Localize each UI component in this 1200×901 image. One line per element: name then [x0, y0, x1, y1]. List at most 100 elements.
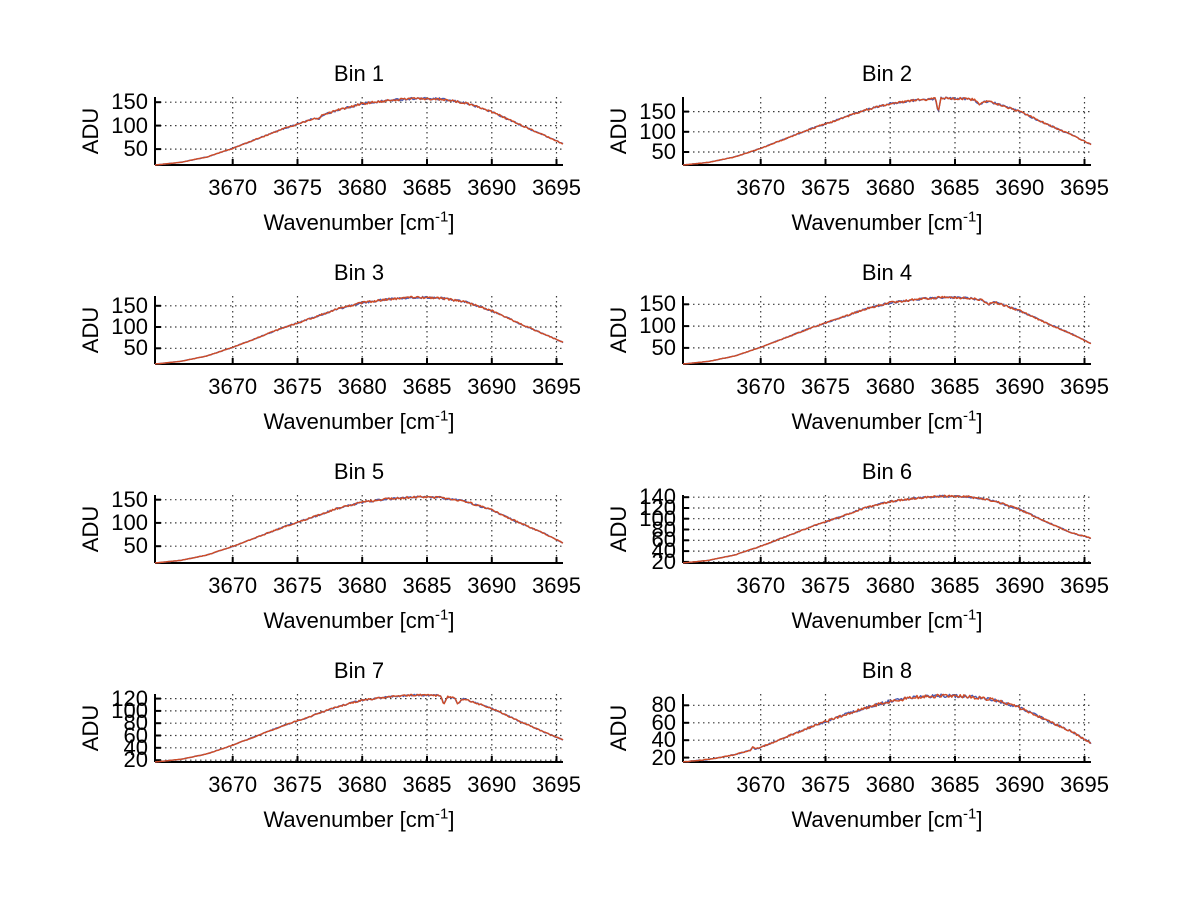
subplot-bin-2: Bin 2 ADU Wavenumber [cm-1] 3670 3675 3680… [588, 60, 1128, 259]
x-tick-label: 3695 [532, 573, 581, 598]
y-tick-label: 60 [651, 709, 676, 735]
plot-area [154, 96, 564, 166]
x-tick-label: 3685 [402, 374, 452, 399]
x-axis-label-close: ] [448, 210, 455, 235]
series-blue [154, 96, 564, 166]
y-tick-label: 80 [651, 516, 676, 542]
x-axis-label-text: Wavenumber [cm [791, 409, 964, 434]
x-tick-label: 3685 [930, 772, 980, 797]
x-axis-label-exponent: -1 [963, 805, 977, 823]
x-tick-label: 3695 [532, 374, 581, 399]
x-axis-label-text: Wavenumber [cm [791, 807, 964, 832]
x-tick-label: 3690 [467, 573, 517, 598]
x-tick-label: 3670 [736, 573, 786, 598]
x-tick-label: 3685 [930, 374, 980, 399]
series-blue [682, 295, 1092, 365]
subplot-title: Bin 8 [861, 658, 913, 683]
series-orange [154, 495, 564, 564]
subplot-title: Bin 2 [861, 61, 913, 86]
x-tick-label: 3685 [402, 772, 452, 797]
plot-area [682, 96, 1092, 166]
x-axis-label-close: ] [448, 409, 455, 434]
x-tick-label: 3680 [337, 374, 387, 399]
x-axis-label-text: Wavenumber [cm [263, 807, 436, 832]
x-tick-label: 3690 [995, 573, 1045, 598]
x-tick-label: 3675 [800, 175, 850, 200]
subplot-title: Bin 4 [861, 260, 913, 285]
x-axis-label: Wavenumber [cm-1] [155, 409, 563, 435]
y-tick-label: 60 [651, 527, 676, 553]
y-tick-label: 40 [651, 538, 676, 564]
series-orange [682, 96, 1092, 166]
x-tick-label: 3680 [337, 175, 387, 200]
x-tick-label: 3690 [995, 374, 1045, 399]
x-tick-label: 3680 [337, 573, 387, 598]
x-tick-label: 3670 [736, 374, 786, 399]
y-tick-label: 120 [111, 685, 148, 711]
subplot-title: Bin 6 [861, 459, 913, 484]
x-axis-label: Wavenumber [cm-1] [155, 608, 563, 634]
x-axis-label-close: ] [976, 807, 983, 832]
x-tick-label: 3670 [736, 175, 786, 200]
y-tick-label: 100 [111, 509, 148, 535]
y-tick-label: 150 [111, 89, 148, 115]
series-blue [154, 295, 564, 365]
plot-area [154, 495, 564, 564]
y-tick-label: 100 [639, 118, 676, 144]
x-axis-label-close: ] [448, 807, 455, 832]
subplot-title: Bin 3 [333, 260, 385, 285]
y-tick-label: 60 [123, 722, 148, 748]
x-axis-label-close: ] [976, 409, 983, 434]
x-axis-label: Wavenumber [cm-1] [683, 807, 1091, 833]
subplot-bin-8: Bin 8 ADU Wavenumber [cm-1] 3670 3675 3680… [588, 657, 1128, 856]
series-orange [154, 295, 564, 365]
subplot-bin-1: Bin 1 ADU Wavenumber [cm-1] 3670 3675 3680… [60, 60, 600, 259]
y-tick-label: 20 [123, 747, 148, 773]
x-tick-label: 3690 [467, 175, 517, 200]
x-axis-label: Wavenumber [cm-1] [683, 409, 1091, 435]
y-tick-label: 40 [123, 734, 148, 760]
series-orange [154, 96, 564, 166]
y-tick-label: 100 [639, 505, 676, 531]
x-tick-label: 3670 [208, 374, 258, 399]
subplot-bin-3: Bin 3 ADU Wavenumber [cm-1] 3670 3675 3680… [60, 259, 600, 458]
series-blue [154, 693, 564, 763]
x-axis-label-text: Wavenumber [cm [263, 409, 436, 434]
subplot-title: Bin 5 [333, 459, 385, 484]
x-tick-label: 3690 [467, 772, 517, 797]
y-tick-label: 50 [123, 533, 148, 559]
x-tick-label: 3685 [402, 573, 452, 598]
x-tick-label: 3695 [532, 772, 581, 797]
x-axis-label-text: Wavenumber [cm [263, 608, 436, 633]
x-axis-label-exponent: -1 [963, 208, 977, 226]
x-axis-label: Wavenumber [cm-1] [155, 807, 563, 833]
x-tick-label: 3675 [800, 374, 850, 399]
x-tick-label: 3670 [208, 772, 258, 797]
x-tick-label: 3690 [467, 374, 517, 399]
plot-area [154, 693, 564, 763]
x-tick-label: 3675 [272, 175, 322, 200]
y-tick-label: 50 [651, 139, 676, 165]
plot-area [682, 693, 1092, 763]
subplot-bin-4: Bin 4 ADU Wavenumber [cm-1] 3670 3675 3680… [588, 259, 1128, 458]
plot-area [682, 494, 1092, 564]
y-tick-label: 80 [651, 692, 676, 718]
y-tick-label: 40 [651, 727, 676, 753]
x-tick-label: 3680 [865, 175, 915, 200]
x-tick-label: 3695 [532, 175, 581, 200]
y-tick-label: 80 [123, 710, 148, 736]
y-tick-label: 20 [651, 744, 676, 770]
x-axis-label-exponent: -1 [435, 407, 449, 425]
x-tick-label: 3695 [1060, 374, 1109, 399]
subplot-bin-7: Bin 7 ADU Wavenumber [cm-1] 3670 3675 3680… [60, 657, 600, 856]
x-axis-label-text: Wavenumber [cm [791, 210, 964, 235]
x-tick-label: 3690 [995, 175, 1045, 200]
x-tick-label: 3685 [402, 175, 452, 200]
x-tick-label: 3675 [272, 772, 322, 797]
x-tick-label: 3675 [800, 772, 850, 797]
subplot-title: Bin 7 [333, 658, 385, 683]
x-tick-label: 3680 [865, 573, 915, 598]
y-tick-label: 50 [651, 334, 676, 360]
x-axis-label: Wavenumber [cm-1] [683, 608, 1091, 634]
